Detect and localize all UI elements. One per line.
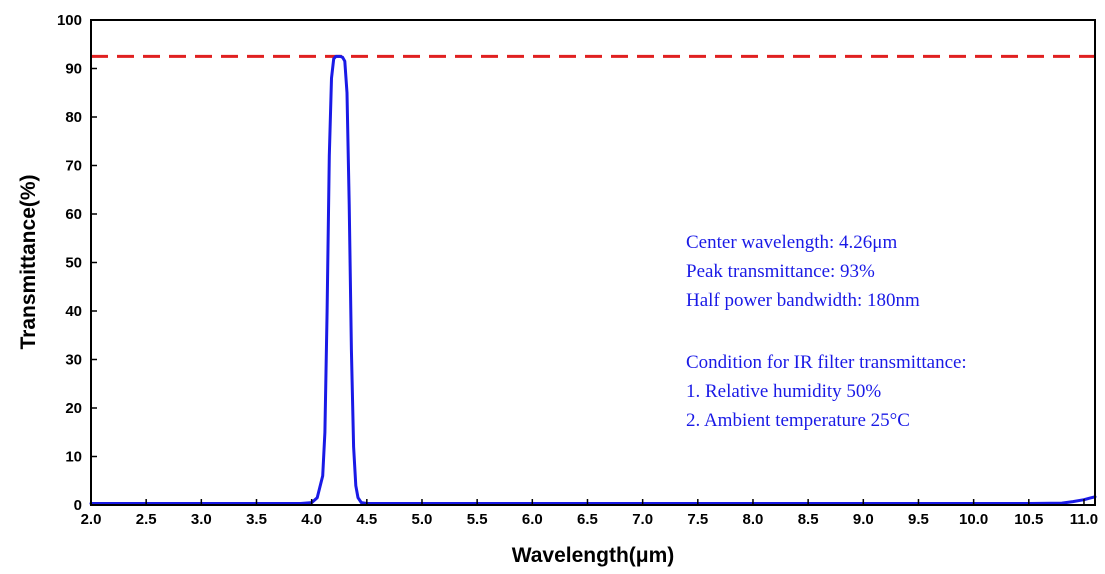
y-tick-label: 10 <box>65 449 82 466</box>
x-tick-label: 9.0 <box>853 511 874 528</box>
annotation-line: Center wavelength: 4.26μm <box>686 232 897 253</box>
x-tick-label: 3.0 <box>191 511 212 528</box>
y-tick-label: 100 <box>57 12 82 29</box>
x-tick-label: 2.0 <box>81 511 102 528</box>
x-tick-label: 7.5 <box>687 511 708 528</box>
y-tick-label: 80 <box>65 109 82 126</box>
x-tick-label: 4.0 <box>301 511 322 528</box>
plot-frame <box>90 19 1096 506</box>
x-tick-label: 4.5 <box>356 511 377 528</box>
x-tick-label: 6.5 <box>577 511 598 528</box>
x-tick-label: 7.0 <box>632 511 653 528</box>
x-tick-label: 10.0 <box>959 511 988 528</box>
annotation-line: 1. Relative humidity 50% <box>686 381 881 402</box>
series-line-0 <box>89 54 1097 505</box>
annotation-line: Peak transmittance: 93% <box>686 261 875 282</box>
x-tick-label: 8.5 <box>798 511 819 528</box>
y-tick-label: 20 <box>65 400 82 417</box>
x-tick-label: 2.5 <box>136 511 157 528</box>
y-tick-label: 70 <box>65 158 82 175</box>
x-tick-label: 10.5 <box>1014 511 1043 528</box>
x-tick-label: 8.0 <box>743 511 764 528</box>
x-tick-label: 3.5 <box>246 511 267 528</box>
annotation-line: 2. Ambient temperature 25°C <box>686 410 910 431</box>
x-axis-title: Wavelength(μm) <box>512 544 675 567</box>
x-tick-label: 11.0 <box>1070 511 1098 528</box>
y-tick-label: 50 <box>65 255 82 272</box>
annotation-line: Condition for IR filter transmittance: <box>686 352 967 373</box>
annotation-line: Half power bandwidth: 180nm <box>686 290 920 311</box>
x-tick-label: 9.5 <box>908 511 929 528</box>
y-tick-label: 40 <box>65 303 82 320</box>
x-tick-label: 5.0 <box>412 511 433 528</box>
y-tick-label: 90 <box>65 61 82 78</box>
y-tick-label: 30 <box>65 352 82 369</box>
y-tick-label: 60 <box>65 206 82 223</box>
y-axis-title: Transmittance(%) <box>17 174 40 349</box>
y-tick-label: 0 <box>74 497 82 514</box>
x-tick-label: 6.0 <box>522 511 543 528</box>
x-tick-label: 5.5 <box>467 511 488 528</box>
